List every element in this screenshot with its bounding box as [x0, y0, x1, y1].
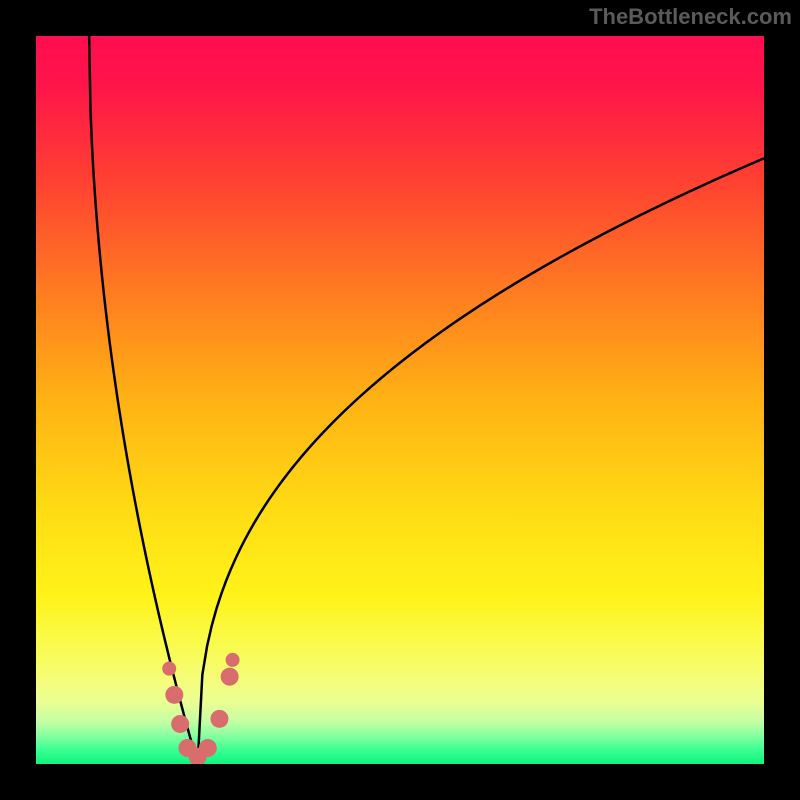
plot-background — [36, 36, 764, 764]
plot-area — [36, 36, 764, 764]
chart-container: TheBottleneck.com — [0, 0, 800, 800]
attribution-text: TheBottleneck.com — [589, 4, 792, 30]
